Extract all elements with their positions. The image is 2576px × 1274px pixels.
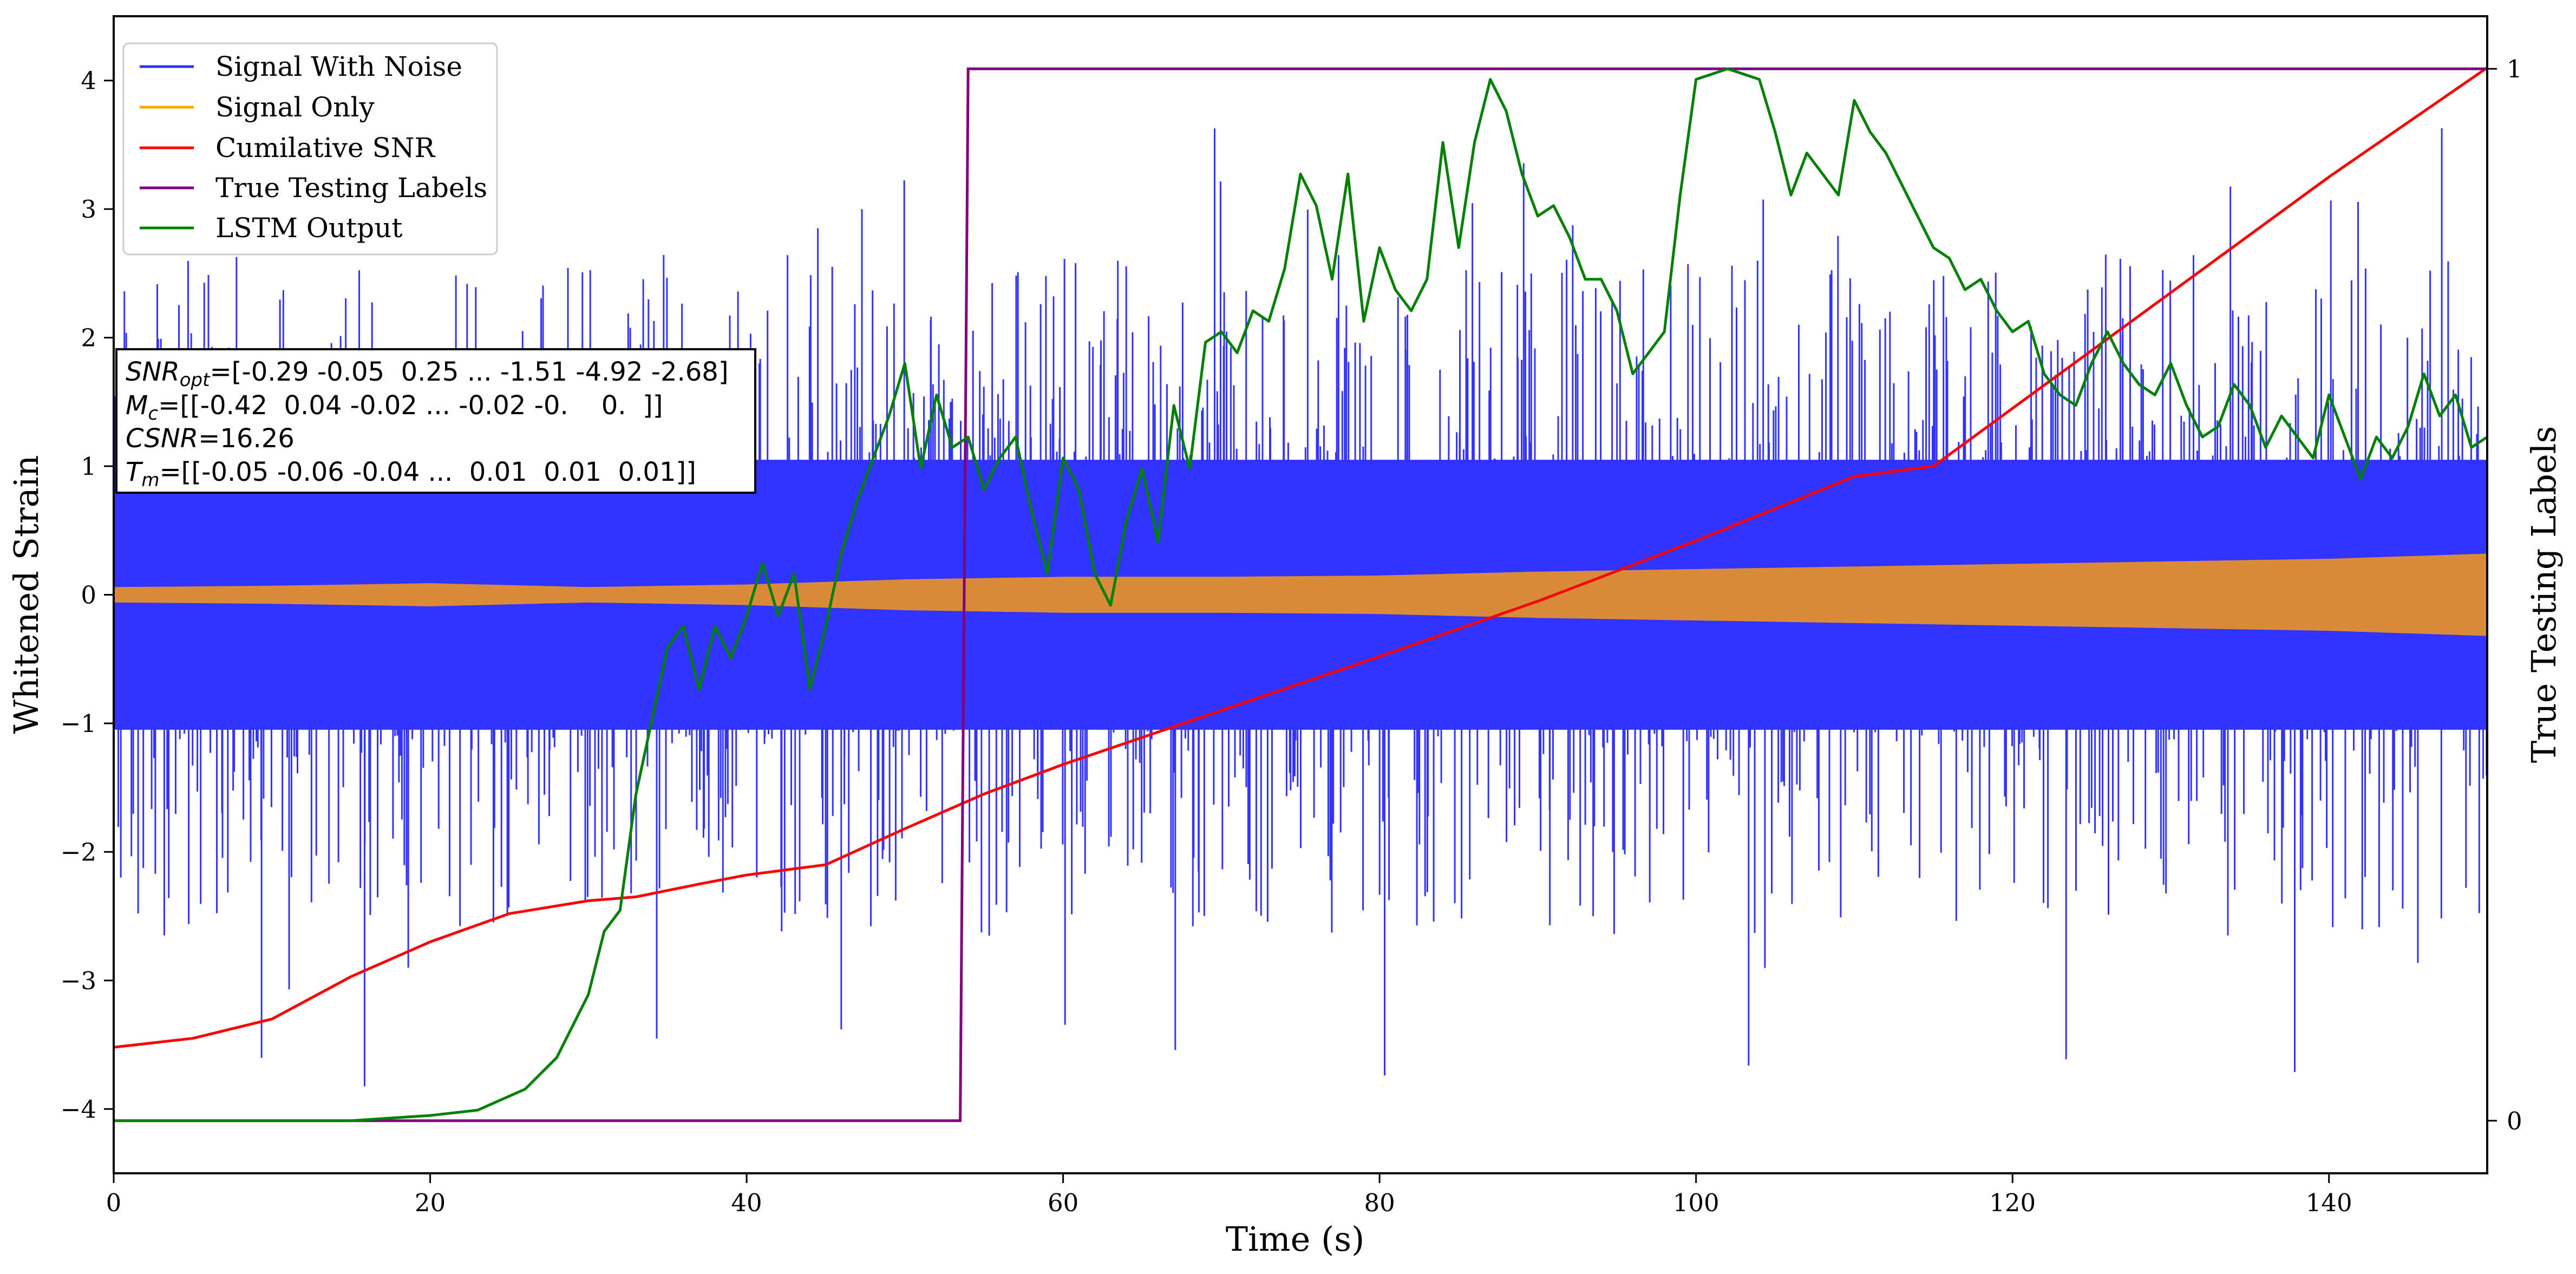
legend-label-noise: Signal With Noise xyxy=(215,51,462,82)
annotation-mc: Mc=[[-0.42 0.04 -0.02 ... -0.02 -0. 0. ]… xyxy=(126,390,663,424)
y-axis-title: Whitened Strain xyxy=(6,455,46,734)
signal-band xyxy=(114,553,2487,636)
annotation-csnr: CSNR=16.26 xyxy=(126,423,295,454)
annotation-snr-opt: SNRopt=[-0.29 -0.05 0.25 ... -1.51 -4.92… xyxy=(126,357,729,391)
y2-tick-label: 1 xyxy=(2507,55,2522,83)
series-signal-only xyxy=(114,553,2487,636)
y-axis-right: 01 xyxy=(2487,55,2522,1135)
x-tick-label: 80 xyxy=(1364,1188,1395,1217)
x-tick-label: 40 xyxy=(731,1188,762,1217)
y-tick-label: 1 xyxy=(81,452,96,481)
legend-label-signal: Signal Only xyxy=(215,92,375,123)
x-tick-label: 60 xyxy=(1048,1188,1078,1217)
y-tick-label: 3 xyxy=(81,195,96,224)
x-tick-label: 120 xyxy=(1989,1188,2036,1217)
y-tick-label: 4 xyxy=(81,67,96,95)
annotation-csnr-symbol: CSNR xyxy=(126,423,198,454)
x-axis-title: Time (s) xyxy=(1226,1219,1365,1259)
annotation-mc-value: =[[-0.42 0.04 -0.02 ... -0.02 -0. 0. ]] xyxy=(158,390,663,421)
annotation-mc-sub: c xyxy=(148,403,158,424)
legend-label-csnr: Cumilative SNR xyxy=(215,132,435,164)
annotation-snr-opt-sub: opt xyxy=(180,369,211,391)
y-tick-label: 2 xyxy=(81,324,96,352)
y-tick-label: 0 xyxy=(81,581,96,610)
y2-axis-title: True Testing Labels xyxy=(2524,426,2564,763)
noise-spikes xyxy=(114,128,2487,1087)
annotation-snr-opt-symbol: SNR xyxy=(126,357,180,387)
annotation-snr-opt-value: =[-0.29 -0.05 0.25 ... -1.51 -4.92 -2.68… xyxy=(210,357,728,387)
annotation-tm-sub: m xyxy=(141,469,159,491)
x-axis: 0 20 40 60 80 100 120 140 xyxy=(106,1173,2352,1217)
x-tick-label: 0 xyxy=(106,1188,122,1217)
series-cumilative-snr xyxy=(114,66,2487,1049)
annotation-tm-value: =[[-0.05 -0.06 -0.04 ... 0.01 0.01 0.01]… xyxy=(159,457,696,487)
annotation-box: SNRopt=[-0.29 -0.05 0.25 ... -1.51 -4.92… xyxy=(115,348,756,494)
y2-tick-label: 0 xyxy=(2507,1107,2522,1135)
y-tick-label: −4 xyxy=(61,1095,96,1123)
annotation-csnr-value: =16.26 xyxy=(198,423,295,454)
annotation-mc-symbol: M xyxy=(126,390,148,421)
csnr-line xyxy=(114,66,2487,1049)
annotation-tm-symbol: T xyxy=(126,457,143,487)
lstm-line xyxy=(114,67,2487,1122)
legend-box xyxy=(122,42,498,256)
y-tick-label: −2 xyxy=(61,838,96,866)
y-tick-label: −1 xyxy=(61,709,96,738)
annotation-frame xyxy=(115,348,756,494)
x-tick-label: 20 xyxy=(415,1188,446,1217)
y-tick-label: −3 xyxy=(61,966,96,995)
series-lstm-output xyxy=(114,67,2487,1122)
y-axis-left: −4 −3 −2 −1 0 1 2 3 4 xyxy=(61,67,114,1123)
x-tick-label: 100 xyxy=(1673,1188,1719,1217)
legend-label-lstm: LSTM Output xyxy=(215,212,402,244)
legend-label-labels: True Testing Labels xyxy=(215,172,487,204)
legend: Signal With Noise Signal Only Cumilative… xyxy=(122,42,498,256)
annotation-tm: Tm=[[-0.05 -0.06 -0.04 ... 0.01 0.01 0.0… xyxy=(126,457,696,491)
x-tick-label: 140 xyxy=(2306,1188,2352,1217)
